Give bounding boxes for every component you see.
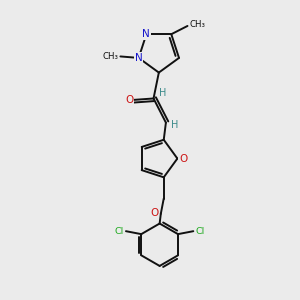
Text: H: H xyxy=(159,88,166,98)
Text: CH₃: CH₃ xyxy=(190,20,206,29)
Text: H: H xyxy=(171,120,178,130)
Text: Cl: Cl xyxy=(115,227,124,236)
Text: O: O xyxy=(125,95,133,105)
Text: N: N xyxy=(142,29,150,39)
Text: O: O xyxy=(150,208,158,218)
Text: N: N xyxy=(135,53,142,63)
Text: CH₃: CH₃ xyxy=(103,52,118,61)
Text: O: O xyxy=(179,154,188,164)
Text: Cl: Cl xyxy=(195,227,204,236)
